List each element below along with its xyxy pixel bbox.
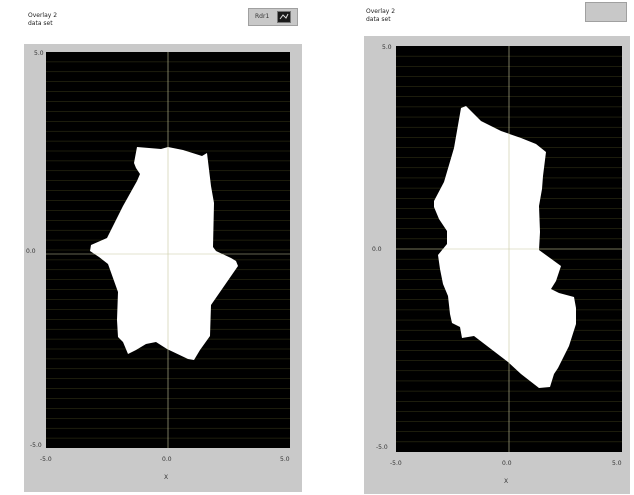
left-x-tick-right: 5.0: [280, 456, 290, 463]
left-y-tick-bottom: -5.0: [30, 442, 42, 449]
plot-style-icon-glyph: [279, 13, 289, 20]
left-y-tick-mid: 0.0: [26, 248, 36, 255]
right-x-axis-label: X: [504, 478, 509, 485]
right-y-tick-mid: 0.0: [372, 246, 382, 253]
right-graph-panel: Overlay 2 data set 5.0 0.0 -5.0 -5.0 0.0…: [330, 0, 634, 495]
left-graph-frame: 5.0 0.0 -5.0 -5.0 0.0 5.0 X: [24, 44, 302, 492]
left-x-tick-left: -5.0: [40, 456, 52, 463]
left-plot-canvas: [46, 52, 290, 448]
left-y-tick-top: 5.0: [34, 50, 44, 57]
left-graph-title: Overlay 2 data set: [28, 12, 57, 28]
left-graph-title-line2: data set: [28, 20, 53, 27]
right-x-tick-mid: 0.0: [502, 460, 512, 467]
right-white-shape: [434, 106, 576, 388]
right-plot-area[interactable]: [396, 46, 622, 452]
right-plot-legend-button[interactable]: [585, 2, 627, 22]
right-graph-title: Overlay 2 data set: [366, 8, 395, 24]
right-graph-title-line2: data set: [366, 16, 391, 23]
right-x-tick-right: 5.0: [612, 460, 622, 467]
left-graph-panel: Overlay 2 data set Rdr1 5.0 0.0 -5.0 -5.…: [0, 0, 310, 495]
right-graph-frame: 5.0 0.0 -5.0 -5.0 0.0 5.0 X: [364, 36, 630, 494]
left-x-axis-label: X: [164, 474, 169, 481]
left-plot-legend-label: Rdr1: [255, 13, 270, 20]
right-graph-title-line1: Overlay 2: [366, 8, 396, 15]
right-y-tick-top: 5.0: [382, 44, 392, 51]
plot-style-icon[interactable]: [277, 11, 291, 23]
left-plot-area[interactable]: [46, 52, 290, 448]
left-graph-title-line1: Overlay 2: [28, 12, 58, 19]
right-y-tick-bottom: -5.0: [376, 444, 388, 451]
left-x-tick-mid: 0.0: [162, 456, 172, 463]
left-white-shape: [90, 147, 238, 360]
right-x-tick-left: -5.0: [390, 460, 402, 467]
left-plot-legend-button[interactable]: Rdr1: [248, 8, 298, 26]
right-plot-canvas: [396, 46, 622, 452]
